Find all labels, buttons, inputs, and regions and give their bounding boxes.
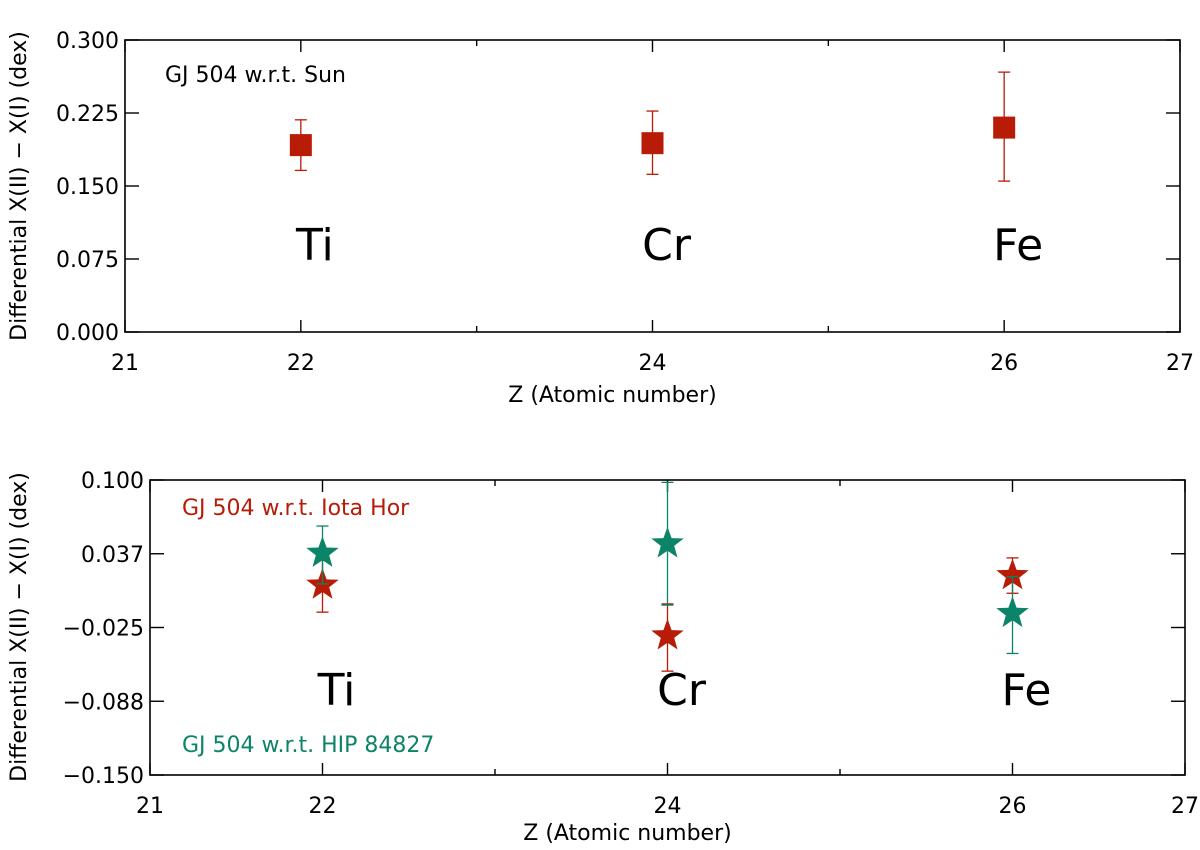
y-tick-label: −0.025: [63, 617, 144, 642]
element-label: Cr: [642, 220, 692, 271]
y-axis-label: Differential X(II) − X(I) (dex): [7, 31, 32, 341]
y-tick-label: −0.088: [63, 690, 144, 715]
y-axis-label: Differential X(II) − X(I) (dex): [7, 472, 32, 782]
y-tick-label: 0.100: [81, 469, 144, 494]
y-tick-label: 0.000: [56, 321, 119, 346]
legend-annotation: GJ 504 w.r.t. Sun: [165, 63, 346, 88]
x-tick-label: 21: [111, 351, 139, 376]
y-tick-label: −0.150: [63, 764, 144, 789]
y-tick-label: 0.300: [56, 29, 119, 54]
y-tick-label: 0.150: [56, 175, 119, 200]
element-label: Cr: [657, 665, 707, 716]
y-tick-label: 0.225: [56, 102, 119, 127]
y-tick-label: 0.037: [81, 543, 144, 568]
x-axis-label: Z (Atomic number): [508, 383, 716, 408]
data-point-square: [993, 116, 1016, 139]
x-tick-label: 27: [1171, 794, 1199, 819]
x-tick-label: 27: [1166, 351, 1194, 376]
x-tick-label: 22: [287, 351, 315, 376]
data-point-star: [651, 618, 684, 650]
data-point-square: [641, 132, 664, 155]
legend-annotation: GJ 504 w.r.t. HIP 84827: [182, 733, 434, 758]
data-point-star: [996, 558, 1029, 590]
x-tick-label: 22: [309, 794, 337, 819]
x-axis-label: Z (Atomic number): [523, 821, 731, 846]
top-panel: 21 22 24 26 27 0.000 0.075 0.150 0.225 0.300 Z (At…: [7, 29, 1194, 408]
element-label: Ti: [295, 220, 334, 271]
x-tick-label: 24: [654, 794, 682, 819]
data-point-star: [651, 526, 684, 558]
data-point-square: [289, 134, 312, 157]
legend-annotation: GJ 504 w.r.t. Iota Hor: [182, 496, 410, 521]
element-label: Ti: [317, 665, 356, 716]
x-tick-label: 26: [990, 351, 1018, 376]
x-tick-label: 24: [639, 351, 667, 376]
data-point-star: [996, 596, 1029, 628]
element-label: Fe: [1002, 665, 1052, 716]
y-tick-label: 0.075: [56, 248, 119, 273]
data-point-star: [306, 536, 339, 567]
element-label: Fe: [993, 220, 1043, 271]
x-tick-label: 26: [999, 794, 1027, 819]
x-tick-label: 21: [136, 794, 164, 819]
bottom-panel: 21 22 24 26 27 −0.150 −0.088 −0.025 0.037 0.100 Z …: [7, 469, 1199, 846]
